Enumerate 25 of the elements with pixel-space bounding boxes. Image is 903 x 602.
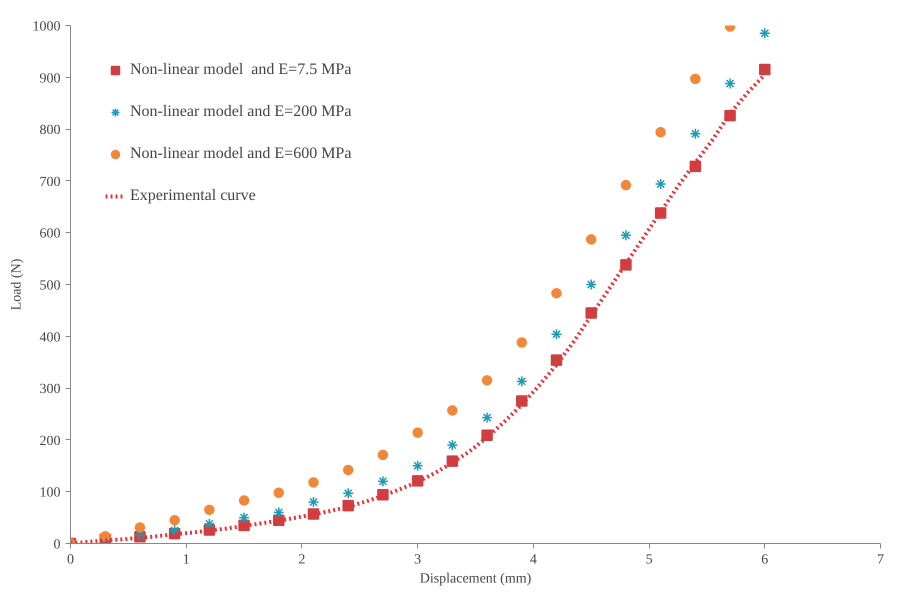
x-tick-label: 3: [414, 552, 422, 568]
y-tick-label: 300: [40, 382, 60, 398]
y-tick-label: 500: [40, 278, 60, 294]
legend-label: Non-linear model and E=600 MPa: [130, 145, 352, 163]
y-tick-label: 800: [40, 123, 60, 138]
x-tick-label: 5: [646, 552, 653, 568]
y-tick-label: 900: [40, 71, 60, 86]
y-tick-label: 400: [40, 330, 60, 346]
legend-label: Experimental curve: [130, 187, 256, 205]
x-axis-title: Displacement (mm): [420, 572, 532, 586]
legend-label: Non-linear model and E=7.5 MPa: [130, 61, 352, 79]
x-tick-label: 2: [298, 552, 306, 568]
x-tick-label: 0: [67, 552, 74, 568]
y-tick-label: 700: [40, 174, 60, 190]
x-tick-label: 6: [761, 552, 768, 568]
y-axis-title: Load (N): [10, 258, 24, 310]
legend-label: Non-linear model and E=200 MPa: [130, 103, 352, 121]
x-tick-label: 7: [877, 552, 884, 568]
y-tick-label: 600: [40, 226, 60, 242]
y-tick-label: 100: [40, 486, 60, 501]
y-tick-label: 0: [54, 538, 60, 552]
x-tick-label: 4: [530, 552, 537, 568]
x-tick-label: 1: [182, 552, 190, 568]
y-tick-label: 1000: [32, 20, 60, 34]
y-tick-label: 200: [40, 434, 60, 449]
